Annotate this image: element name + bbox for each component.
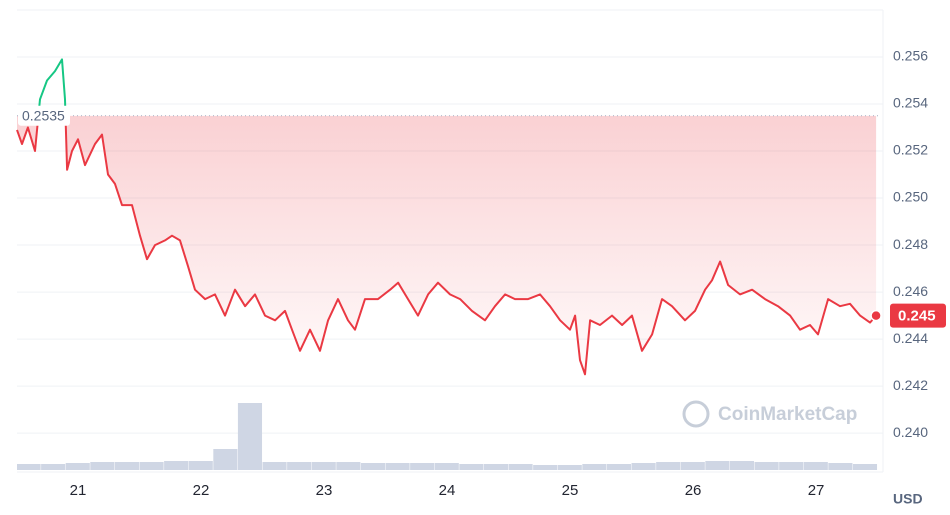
x-tick-label: 23 <box>316 482 333 499</box>
volume-bar <box>17 464 41 470</box>
y-tick-label: 0.248 <box>893 236 928 252</box>
volume-bar <box>779 462 804 470</box>
volume-bar <box>114 462 140 470</box>
y-tick-label: 0.250 <box>893 189 928 205</box>
volume-bar <box>533 465 558 470</box>
volume-bar <box>336 462 361 470</box>
y-tick-label: 0.252 <box>893 142 928 158</box>
y-tick-label: 0.244 <box>893 330 928 346</box>
volume-bar <box>852 464 878 470</box>
watermark-text: CoinMarketCap <box>718 404 857 425</box>
volume-bar <box>606 464 632 470</box>
volume-bar <box>483 464 509 470</box>
y-tick-label: 0.256 <box>893 48 928 64</box>
volume-bar <box>828 463 853 470</box>
volume-bar <box>459 464 484 470</box>
y-tick-label: 0.240 <box>893 424 928 440</box>
x-tick-label: 22 <box>193 482 210 499</box>
price-line <box>16 58 877 376</box>
currency-label: USD <box>893 491 923 507</box>
volume-bar <box>680 462 705 470</box>
x-tick-label: 25 <box>562 482 579 499</box>
volume-bar <box>237 403 263 470</box>
x-tick-label: 21 <box>70 482 87 499</box>
last-point <box>870 309 882 322</box>
price-tag <box>890 303 946 328</box>
volume-bars <box>17 403 878 470</box>
volume-bar <box>434 463 459 470</box>
volume-bar <box>41 464 66 470</box>
x-tick-label: 26 <box>685 482 702 499</box>
volume-bar <box>631 463 656 470</box>
volume-bar <box>311 462 336 470</box>
volume-bar <box>385 463 410 470</box>
x-tick-label: 27 <box>808 482 825 499</box>
y-tick-label: 0.246 <box>893 283 928 299</box>
volume-bar <box>508 464 533 470</box>
volume-bar <box>410 463 435 470</box>
volume-bar <box>729 461 755 470</box>
y-tick-label: 0.242 <box>893 377 928 393</box>
x-tick-label: 24 <box>439 482 456 499</box>
volume-bar <box>139 462 164 470</box>
volume-bar <box>188 461 213 470</box>
volume-bar <box>360 463 386 470</box>
volume-bar <box>582 464 607 470</box>
volume-bar <box>164 461 189 470</box>
price-area <box>17 115 877 375</box>
volume-bar <box>705 461 730 470</box>
volume-bar <box>656 462 681 470</box>
volume-bar <box>262 462 287 470</box>
volume-bar <box>754 462 779 470</box>
volume-bar <box>90 462 115 470</box>
volume-bar <box>803 462 828 470</box>
volume-bar <box>65 463 90 470</box>
volume-bar <box>557 465 582 470</box>
volume-bar <box>213 449 238 470</box>
baseline-label-bg <box>18 105 70 126</box>
baseline-label: 0.2535 <box>22 107 65 123</box>
watermark: CoinMarketCap <box>682 400 857 428</box>
y-tick-label: 0.254 <box>893 95 928 111</box>
volume-bar <box>287 462 312 470</box>
price-tag-label: 0.245 <box>898 308 936 325</box>
